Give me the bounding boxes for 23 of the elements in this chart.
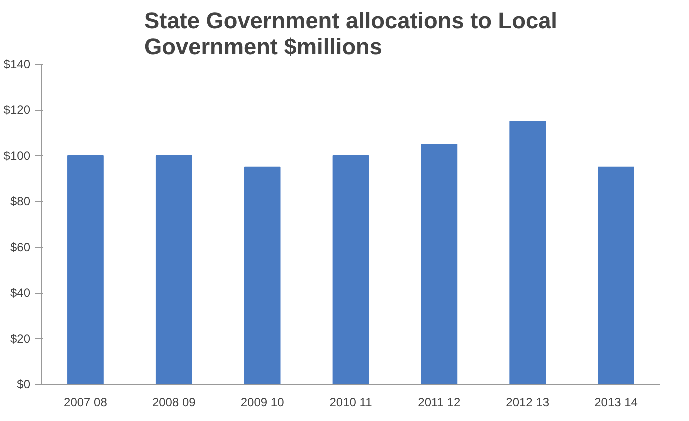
y-tick-label: $80 (10, 194, 31, 209)
y-tick-label: $140 (4, 58, 31, 72)
x-tick-label: 2008 09 (152, 396, 196, 410)
bar (156, 155, 192, 384)
x-tick-label: 2013 14 (594, 396, 638, 410)
y-tick-label: $120 (4, 103, 31, 118)
bar (421, 144, 458, 384)
y-tick-label: $0 (17, 378, 31, 392)
y-tick-label: $60 (10, 240, 31, 254)
x-tick-label: 2011 12 (418, 396, 461, 410)
bar (244, 166, 281, 384)
bar (510, 121, 546, 384)
y-tick-label: $40 (10, 286, 31, 300)
x-tick-label: 2012 13 (506, 396, 550, 410)
bar (68, 155, 104, 384)
bar (332, 155, 370, 384)
x-tick-label: 2009 10 (240, 396, 285, 410)
chart-title: State Government allocations to Local Government $millions (144, 8, 558, 60)
y-tick-label: $100 (4, 148, 31, 163)
y-tick-label: $20 (10, 332, 31, 346)
x-tick-label: 2010 11 (330, 396, 373, 410)
bar (598, 166, 634, 384)
x-tick-label: 2007 08 (64, 396, 108, 410)
